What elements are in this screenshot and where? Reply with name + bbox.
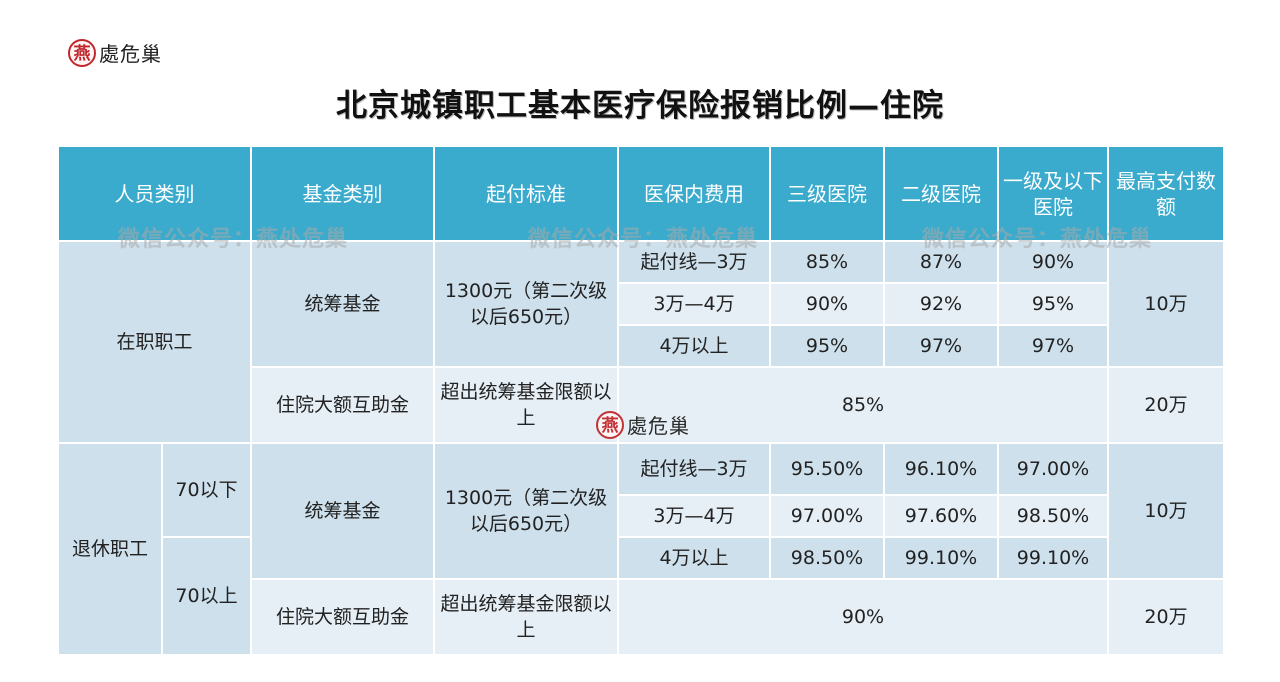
table-row: 退休职工 70以下 统筹基金 1300元（第二次级以后650元） 起付线—3万 … <box>57 442 1225 656</box>
category-retired: 退休职工 <box>57 442 163 656</box>
rate-tier3: 90% <box>769 282 885 326</box>
reimbursement-table: 人员类别 基金类别 起付标准 医保内费用 三级医院 二级医院 一级及以下医院 最… <box>57 145 1225 656</box>
header-row: 人员类别 基金类别 起付标准 医保内费用 三级医院 二级医院 一级及以下医院 最… <box>57 145 1225 242</box>
rate-tier1: 90% <box>997 240 1109 284</box>
age-group-over-70: 70以上 <box>161 536 252 656</box>
rate-tier3: 85% <box>769 240 885 284</box>
brand-logo-watermark: 燕 處危巢 <box>596 410 690 439</box>
deductible-value: 超出统筹基金限额以上 <box>433 366 619 444</box>
rate-tier1: 97.00% <box>997 442 1109 496</box>
fund-pooled: 统筹基金 <box>250 442 435 580</box>
header-deductible: 起付标准 <box>433 145 619 242</box>
max-payment: 10万 <box>1107 442 1225 580</box>
deductible-value: 1300元（第二次级以后650元） <box>433 442 619 580</box>
table-row: 在职职工 统筹基金 1300元（第二次级以后650元） 起付线—3万 85% 8… <box>57 240 1225 444</box>
table-row: 住院大额互助金 超出统筹基金限额以上 85% 20万 <box>58 366 1225 444</box>
cost-range: 4万以上 <box>617 536 771 580</box>
mutual-aid-rate: 90% <box>617 578 1109 656</box>
table-row: 3万—4万 97.00% 97.60% 98.50% <box>58 494 1224 538</box>
rate-tier1: 95% <box>997 282 1109 326</box>
header-person-category: 人员类别 <box>57 145 252 242</box>
rate-tier2: 96.10% <box>883 442 999 496</box>
table-row: 住院大额互助金 超出统筹基金限额以上 90% 20万 <box>58 578 1225 656</box>
rate-tier3: 95% <box>769 324 885 368</box>
header-tier2-hospital: 二级医院 <box>883 145 999 242</box>
cost-range: 起付线—3万 <box>617 442 771 496</box>
seal-icon: 燕 <box>68 38 96 67</box>
cost-range: 4万以上 <box>617 324 771 368</box>
cost-range: 3万—4万 <box>617 282 771 326</box>
deductible-value: 超出统筹基金限额以上 <box>433 578 619 656</box>
rate-tier2: 97.60% <box>883 494 999 538</box>
age-group-under-70: 70以下 <box>161 442 252 538</box>
max-payment: 10万 <box>1107 240 1225 368</box>
table-row: 70以上 4万以上 98.50% 99.10% 99.10% <box>58 536 1224 656</box>
cost-range: 起付线—3万 <box>617 240 771 284</box>
brand-logo: 燕 處危巢 <box>68 38 162 67</box>
table-row: 3万—4万 90% 92% 95% <box>58 282 1224 326</box>
fund-pooled: 统筹基金 <box>250 240 435 368</box>
rate-tier3: 97.00% <box>769 494 885 538</box>
cost-range: 3万—4万 <box>617 494 771 538</box>
fund-mutual-aid: 住院大额互助金 <box>250 578 435 656</box>
rate-tier1: 97% <box>997 324 1109 368</box>
header-tier3-hospital: 三级医院 <box>769 145 885 242</box>
header-tier1-hospital: 一级及以下医院 <box>997 145 1109 242</box>
rate-tier2: 87% <box>883 240 999 284</box>
brand-name: 處危巢 <box>627 414 690 438</box>
max-payment: 20万 <box>1107 578 1225 656</box>
max-payment: 20万 <box>1107 366 1225 444</box>
category-employed: 在职职工 <box>57 240 252 444</box>
fund-mutual-aid: 住院大额互助金 <box>250 366 435 444</box>
table-row: 4万以上 95% 97% 97% <box>58 324 1224 368</box>
header-covered-cost: 医保内费用 <box>617 145 771 242</box>
rate-tier2: 97% <box>883 324 999 368</box>
rate-tier1: 99.10% <box>997 536 1109 580</box>
mutual-aid-rate: 85% <box>617 366 1109 444</box>
rate-tier2: 92% <box>883 282 999 326</box>
brand-name: 處危巢 <box>99 42 162 66</box>
header-fund-category: 基金类别 <box>250 145 435 242</box>
seal-icon: 燕 <box>596 410 624 439</box>
rate-tier3: 98.50% <box>769 536 885 580</box>
header-max-payment: 最高支付数额 <box>1107 145 1225 242</box>
rate-tier3: 95.50% <box>769 442 885 496</box>
page-title: 北京城镇职工基本医疗保险报销比例—住院 <box>336 88 944 124</box>
rate-tier2: 99.10% <box>883 536 999 580</box>
deductible-value: 1300元（第二次级以后650元） <box>433 240 619 368</box>
rate-tier1: 98.50% <box>997 494 1109 538</box>
